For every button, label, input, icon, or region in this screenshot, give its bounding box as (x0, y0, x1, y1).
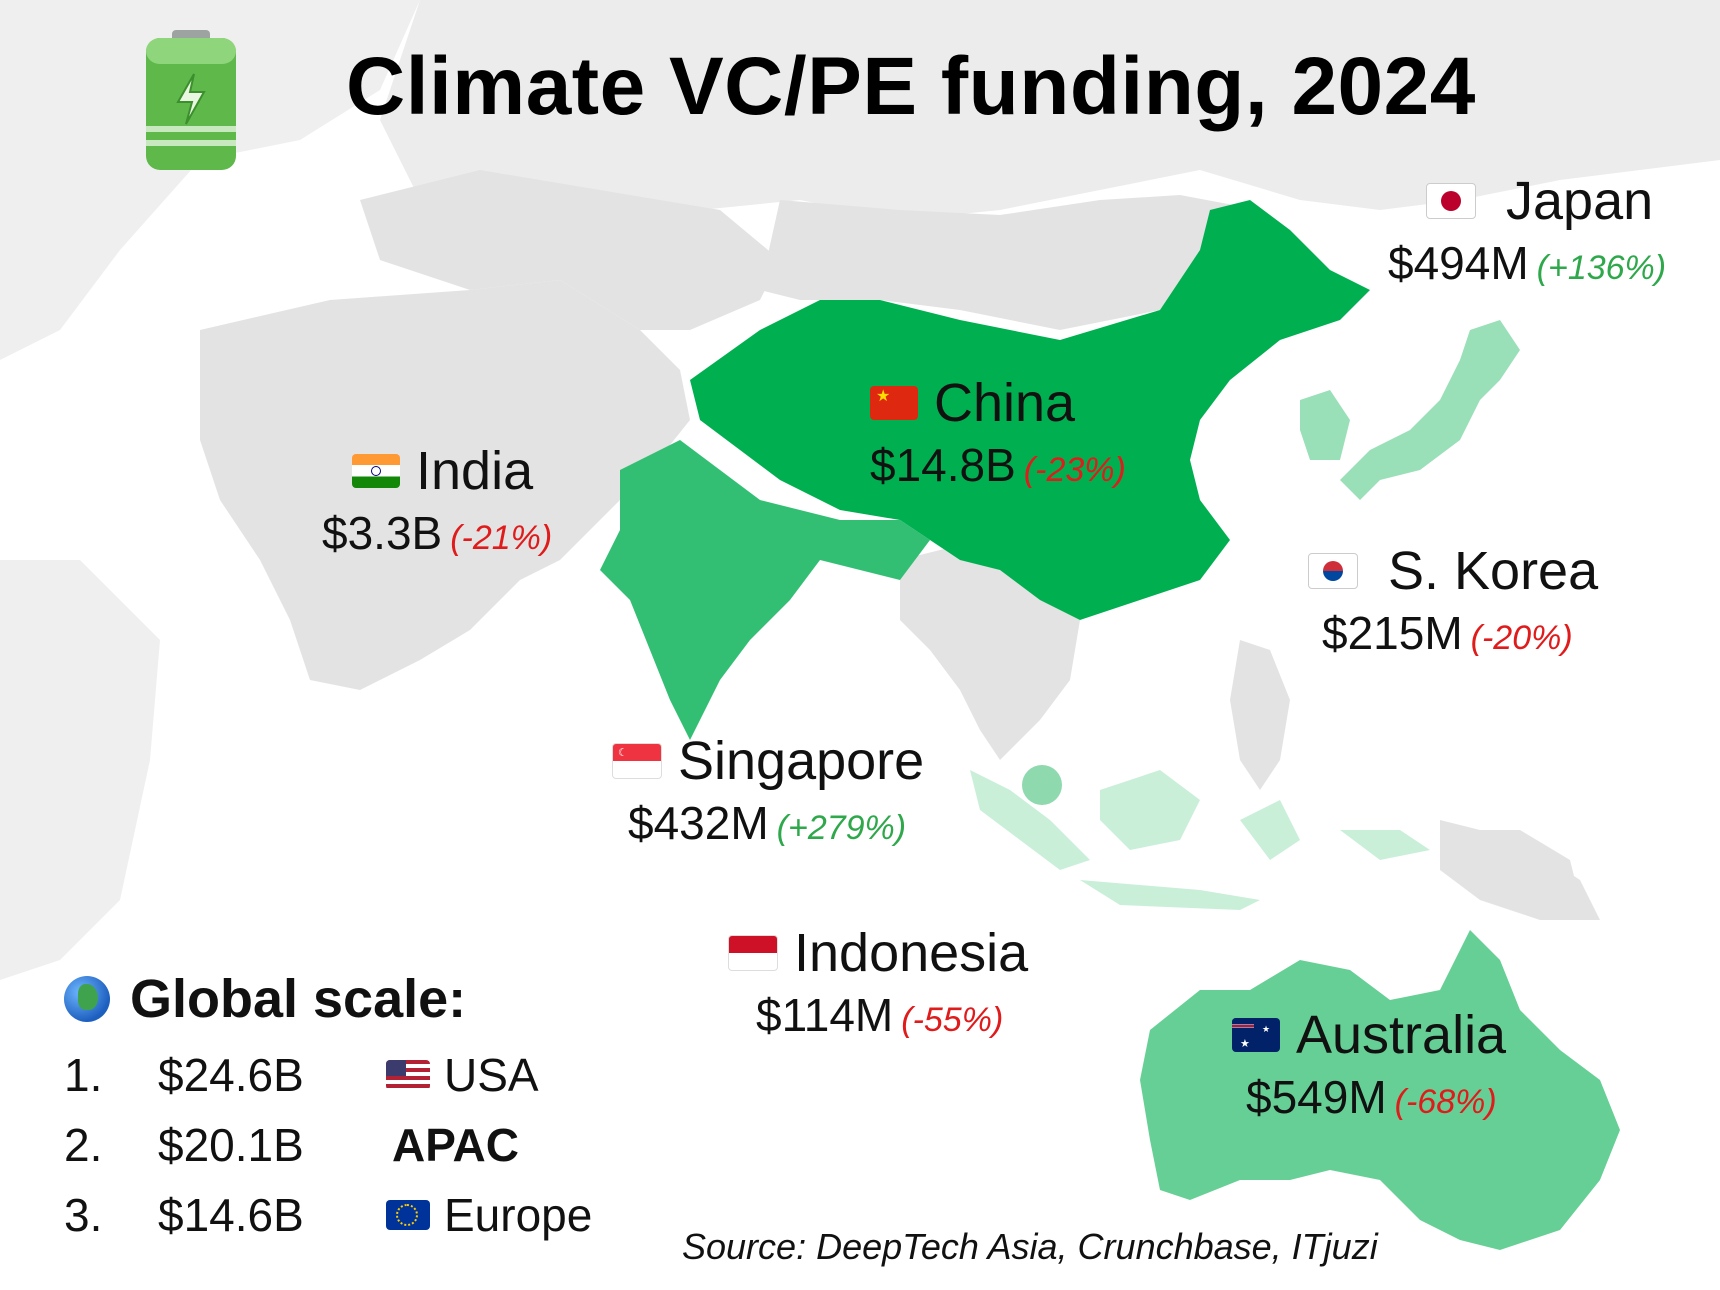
new-guinea-land (1450, 830, 1580, 910)
philippines-land (1230, 640, 1290, 790)
funding-amount: $215M (1322, 607, 1463, 659)
label-indonesia: Indonesia $114M (-55%) (728, 922, 1028, 1042)
country-name: India (416, 441, 534, 501)
singapore-marker (1022, 765, 1062, 805)
rank-amount: $14.6B (158, 1189, 304, 1241)
usa-flag-icon (386, 1060, 430, 1090)
label-china: ★ China $14.8B (-23%) (870, 372, 1126, 492)
label-australia: ★ ★ Australia $549M (-68%) (1232, 1004, 1506, 1124)
rank-amount: $20.1B (158, 1119, 304, 1171)
label-japan: Japan $494M (+136%) (1388, 170, 1667, 290)
rank-region: USA (444, 1049, 539, 1101)
australia-land (1140, 930, 1620, 1250)
india-flag-icon (352, 454, 400, 488)
label-india: India $3.3B (-21%) (322, 440, 553, 560)
rank-number: 1. (64, 1049, 103, 1101)
country-name: Indonesia (794, 923, 1029, 983)
funding-amount: $549M (1246, 1071, 1387, 1123)
funding-amount: $14.8B (870, 439, 1016, 491)
rank-region: APAC (392, 1119, 519, 1171)
funding-change: (+279%) (776, 809, 907, 847)
label-south-korea: S. Korea $215M (-20%) (1308, 540, 1598, 660)
country-name: Australia (1296, 1005, 1507, 1065)
japan-flag-icon (1426, 183, 1476, 219)
rank-row: 1. $24.6B USA (64, 1040, 592, 1110)
country-name: S. Korea (1388, 541, 1599, 601)
battery-icon (146, 30, 236, 170)
funding-change: (-21%) (450, 519, 553, 557)
japan-land (1340, 320, 1520, 500)
country-name: China (934, 373, 1076, 433)
india-land (600, 440, 930, 740)
funding-change: (+136%) (1536, 249, 1667, 287)
globe-icon (64, 976, 110, 1022)
legend-heading: Global scale: (130, 969, 467, 1029)
label-singapore: ☾ Singapore $432M (+279%) (612, 730, 924, 850)
indonesia-land (970, 770, 1430, 910)
rank-amount: $24.6B (158, 1049, 304, 1101)
funding-amount: $114M (756, 989, 894, 1041)
indonesia-flag-icon (728, 935, 778, 971)
funding-change: (-55%) (901, 1001, 1004, 1039)
country-name: Japan (1506, 171, 1654, 231)
south-korea-flag-icon (1308, 553, 1358, 589)
funding-amount: $494M (1388, 237, 1529, 289)
funding-amount: $3.3B (322, 507, 443, 559)
rank-row: 2. $20.1B APAC (64, 1110, 592, 1180)
funding-change: (-20%) (1470, 619, 1573, 657)
page-title: Climate VC/PE funding, 2024 (346, 41, 1476, 132)
source-note: Source: DeepTech Asia, Crunchbase, ITjuz… (682, 1226, 1378, 1267)
rank-number: 3. (64, 1189, 103, 1241)
korea-land (1300, 390, 1350, 460)
central-asia-land (360, 170, 780, 330)
country-name: Singapore (678, 731, 925, 791)
middle-east-land (200, 280, 690, 690)
funding-change: (-68%) (1394, 1083, 1497, 1121)
mongolia-russia-land (760, 195, 1300, 330)
eu-flag-icon (386, 1200, 430, 1230)
north-asia-land (380, 0, 1720, 240)
europe-africa-land (0, 0, 420, 360)
rank-number: 2. (64, 1119, 103, 1171)
africa-land (0, 560, 160, 980)
australia-flag-icon: ★ ★ (1232, 1018, 1280, 1052)
china-land (690, 200, 1370, 620)
global-scale-legend: Global scale: 1. $24.6B USA 2. $20.1B AP… (64, 968, 592, 1250)
rank-region: Europe (444, 1189, 593, 1241)
china-flag-icon: ★ (870, 386, 918, 420)
singapore-flag-icon: ☾ (612, 743, 662, 779)
funding-amount: $432M (628, 797, 769, 849)
rank-row: 3. $14.6B Europe (64, 1180, 592, 1250)
funding-change: (-23%) (1023, 451, 1126, 489)
